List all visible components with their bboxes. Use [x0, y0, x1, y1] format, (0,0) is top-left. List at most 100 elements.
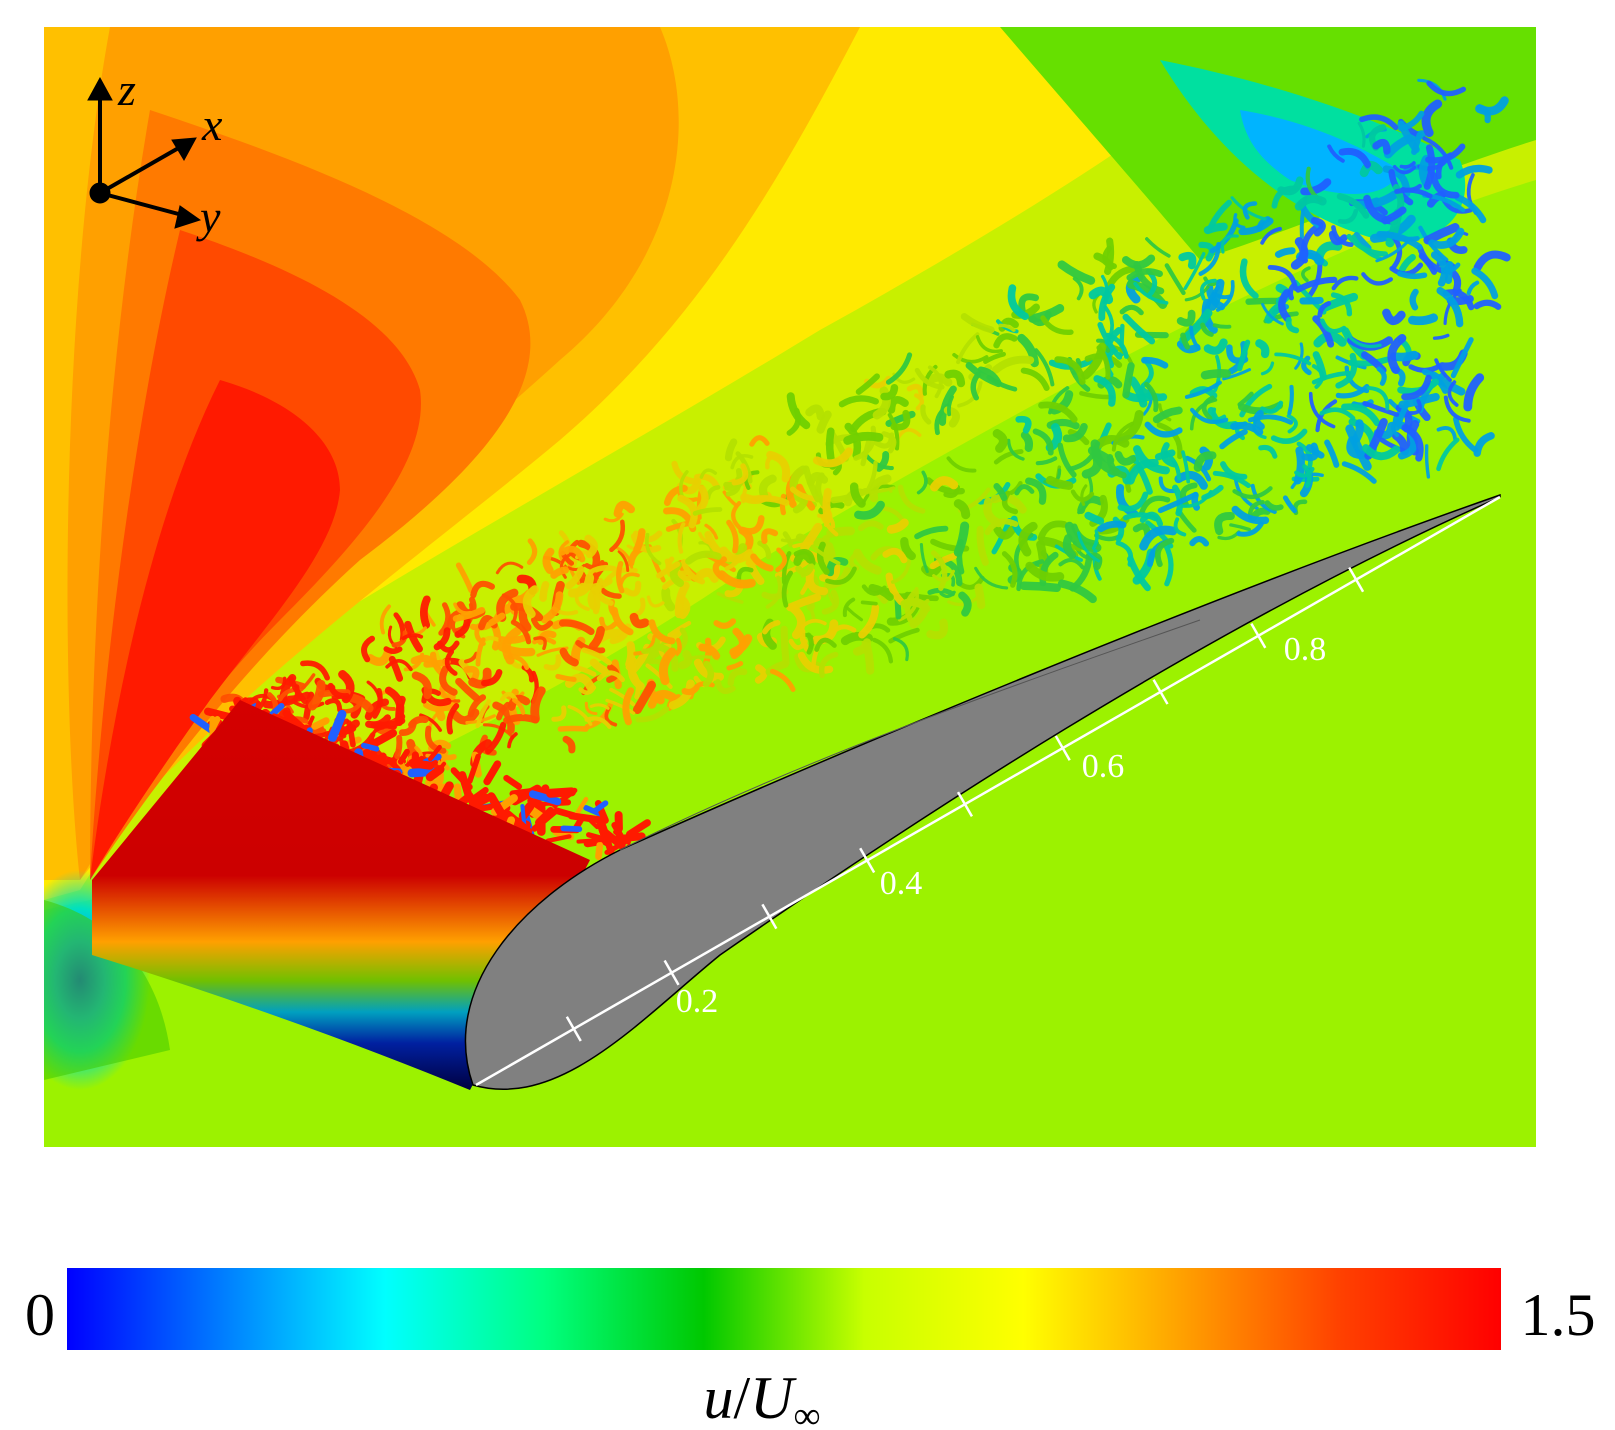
vortex-structure — [1163, 543, 1174, 587]
vortex-structure — [795, 563, 815, 577]
vortex-structure — [496, 701, 511, 721]
colorbar-title: u/U∞ — [703, 1365, 820, 1430]
vortex-structure — [394, 734, 403, 760]
vortex-structure — [370, 717, 406, 729]
vortex-structure — [1239, 383, 1273, 418]
vortex-structure — [1050, 390, 1074, 415]
vortex-structure — [610, 832, 646, 844]
vortex-structure — [1436, 437, 1460, 472]
vortex-structure — [558, 619, 595, 636]
vortex-structure — [938, 385, 957, 426]
vortex-structure — [617, 550, 630, 572]
vortex-structure — [1203, 338, 1228, 355]
vortex-structure — [599, 616, 618, 631]
vortex-structure — [484, 721, 507, 755]
chord-tick-mark — [1152, 679, 1169, 705]
vortex-structure — [762, 620, 781, 635]
vortex-structure — [1077, 531, 1101, 563]
vortex-structure — [882, 547, 908, 564]
chord-tick-mark — [1250, 623, 1267, 649]
vortex-structure — [1278, 289, 1291, 322]
vortex-structure — [766, 450, 791, 483]
vortex-structure — [970, 371, 981, 401]
vortex-structure — [781, 551, 792, 585]
vortex-structure — [1072, 276, 1084, 301]
vortex-structure — [810, 544, 841, 566]
vortex-structure — [1189, 536, 1210, 547]
vortex-structure — [560, 825, 583, 832]
vortex-structure — [439, 665, 458, 696]
vortex-structure — [805, 404, 825, 421]
vortex-structure — [1408, 398, 1422, 415]
vortex-structure — [782, 531, 794, 548]
vortex-structure — [285, 691, 311, 703]
vortex-structure — [1144, 381, 1159, 413]
vortex-structure — [470, 580, 495, 599]
vortex-structure — [843, 431, 884, 445]
vortex-structure — [1229, 523, 1251, 532]
vortex-structure — [615, 546, 634, 569]
vortex-structure — [487, 792, 507, 820]
vortex-structure — [1399, 161, 1416, 169]
vortex-structure — [558, 545, 586, 563]
vortex-structure — [1193, 451, 1217, 472]
vortex-structure — [1007, 284, 1029, 321]
vortex-structure — [1157, 491, 1199, 514]
vortex-structure — [645, 532, 662, 566]
vortex-structure — [872, 637, 894, 664]
vortex-structure — [365, 647, 393, 666]
vortex-structure — [1215, 279, 1235, 312]
vortex-structure — [1382, 308, 1406, 326]
vortex-structure — [800, 522, 823, 552]
vortex-structure — [1122, 313, 1156, 345]
vortex-structure — [1035, 456, 1058, 466]
vortex-structure — [722, 490, 739, 508]
vortex-structure — [559, 647, 579, 667]
vortex-structure — [1260, 361, 1275, 376]
colorbar: 0 1.5 u/U∞ — [25, 1268, 1596, 1430]
vortex-structure — [1424, 444, 1431, 479]
vortex-structure — [1127, 555, 1151, 592]
vortex-structure — [1214, 511, 1235, 536]
vortex-structure — [1164, 263, 1186, 296]
vortex-structure — [1274, 352, 1312, 366]
vortex-structure — [408, 715, 429, 729]
vortex-structure — [361, 742, 380, 752]
z-arrow-icon — [87, 76, 113, 101]
vortex-structure — [307, 679, 326, 711]
vortex-structure — [1158, 476, 1177, 494]
vortex-structure — [818, 651, 839, 679]
vortex-structure — [1016, 559, 1045, 592]
vortex-structure — [814, 637, 837, 652]
vortex-structure — [589, 703, 610, 710]
vortex-structure — [1220, 234, 1239, 254]
vortex-structure — [1277, 176, 1304, 196]
vortex-structure — [1025, 477, 1047, 505]
vortex-structure — [475, 637, 486, 667]
vortex-structure — [1366, 385, 1390, 411]
vortex-structure — [1018, 293, 1039, 314]
vortex-structure — [1184, 380, 1222, 399]
vortex-structure — [1401, 374, 1432, 401]
vortex-structure — [543, 654, 562, 671]
vortex-structure — [1001, 551, 1018, 588]
vortex-structure — [1264, 500, 1284, 511]
vortex-structure — [704, 523, 719, 540]
vortex-structure — [1294, 342, 1304, 370]
vortex-structure — [411, 671, 432, 700]
vortex-structure — [726, 519, 739, 554]
vortex-structure — [269, 703, 285, 718]
vortex-structure — [855, 373, 880, 395]
vortex-structure — [842, 597, 856, 618]
vortex-structure — [507, 732, 518, 749]
vortex-structure — [1119, 304, 1144, 316]
vortex-structure — [1341, 461, 1377, 484]
vortex-structure — [1180, 332, 1191, 350]
vortex-structure — [208, 716, 221, 733]
vortex-structure — [892, 637, 909, 662]
vortex-structure — [1200, 369, 1232, 380]
vortex-structure — [475, 699, 491, 729]
vortex-structure — [993, 333, 1018, 349]
vortex-structure — [1097, 322, 1123, 360]
vortex-structure — [625, 664, 641, 700]
